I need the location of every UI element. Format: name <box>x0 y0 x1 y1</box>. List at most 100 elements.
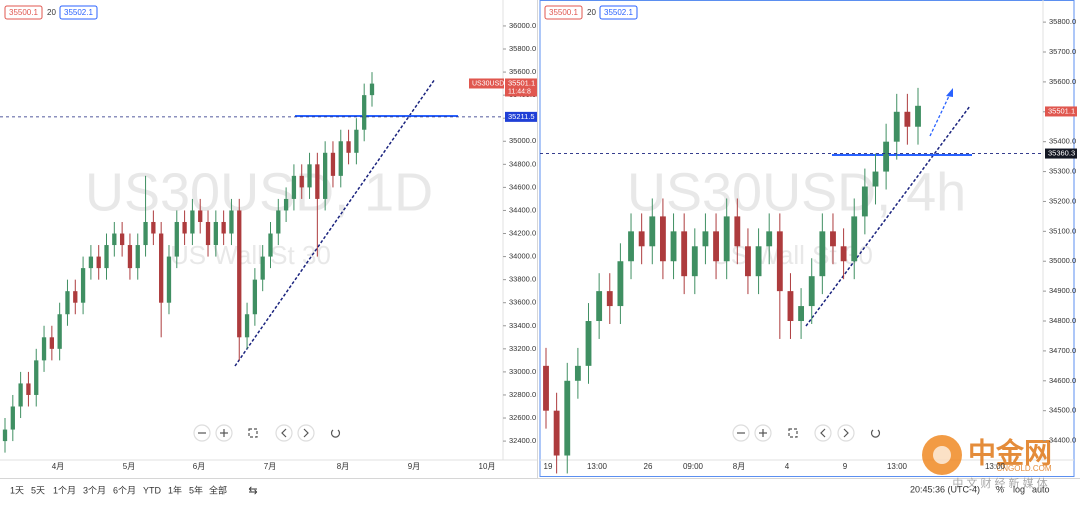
legend-value: 35500.1 <box>549 8 578 17</box>
candle-body <box>543 365 549 411</box>
timeframe-button[interactable]: 6个月 <box>113 485 136 495</box>
candle-body <box>299 175 304 188</box>
fit[interactable] <box>788 428 798 438</box>
scroll-right[interactable] <box>837 424 855 442</box>
trend-line <box>805 105 971 327</box>
scroll-left[interactable] <box>814 424 832 442</box>
timeframe-button[interactable]: 5天 <box>31 485 45 495</box>
candle-body <box>119 233 125 246</box>
candle-body <box>104 245 109 269</box>
symbol-label: US30USD <box>472 80 504 87</box>
candle-body <box>41 337 47 361</box>
countdown: 11:44:8 <box>508 88 531 95</box>
candle-body <box>702 231 709 247</box>
y-tick-label: 34600.0 <box>509 182 536 191</box>
candle-body <box>338 141 343 176</box>
candle-body <box>244 314 250 338</box>
timeframe-button[interactable]: 5年 <box>189 484 203 495</box>
candle-body <box>10 406 15 430</box>
candle-body <box>330 152 336 176</box>
reset[interactable] <box>870 429 881 438</box>
y-tick-label: 35000.0 <box>509 136 536 145</box>
candle-body <box>151 221 156 234</box>
right-panel-frame <box>539 0 1075 477</box>
candle-body <box>369 83 375 96</box>
candle-body <box>798 306 805 322</box>
candle-body <box>723 216 730 262</box>
candle-body <box>159 233 164 303</box>
x-tick-label: 6月 <box>193 462 205 471</box>
log-toggle[interactable]: log <box>1013 484 1025 494</box>
y-tick-label: 34200.0 <box>509 229 536 238</box>
timeframe-button[interactable]: 1个月 <box>53 485 76 495</box>
scroll-right[interactable] <box>297 424 315 442</box>
candle-body <box>135 245 140 269</box>
candle-body <box>283 198 289 211</box>
price-line-label: 35211.5 <box>508 112 535 121</box>
y-tick-label: 34400.0 <box>509 205 536 214</box>
zoom-in[interactable] <box>754 424 772 442</box>
candle-body <box>766 231 773 247</box>
timeframe-button[interactable]: 3个月 <box>83 485 106 495</box>
y-tick-label: 35600.0 <box>509 67 536 76</box>
candle-body <box>681 231 688 277</box>
timeframe-button[interactable]: YTD <box>143 485 162 495</box>
y-tick-label: 32600.0 <box>509 413 536 422</box>
timeframe-button[interactable]: 1年 <box>168 484 182 495</box>
x-tick-label: 13:00 <box>887 462 908 471</box>
zoom-out[interactable] <box>193 424 211 442</box>
zoom-in[interactable] <box>215 424 233 442</box>
price-line-tag <box>1045 148 1077 159</box>
logo-mark-inner <box>933 446 951 464</box>
x-tick-label: 7月 <box>264 462 276 471</box>
candle-body <box>638 231 645 247</box>
candle-body <box>346 141 351 153</box>
last-price-tag <box>1045 106 1077 117</box>
candle-body <box>904 111 911 127</box>
candle-body <box>229 210 234 234</box>
candle-body <box>776 231 783 292</box>
x-tick-label: 10月 <box>479 462 496 471</box>
y-tick-label: 33400.0 <box>509 321 536 330</box>
timeframe-button[interactable]: 全部 <box>209 484 227 495</box>
reset[interactable] <box>330 429 341 438</box>
logo-domain: CNGOLD.COM <box>996 464 1051 473</box>
price-line-tag <box>505 111 537 122</box>
candle-body <box>96 256 101 269</box>
candle-body <box>34 360 39 395</box>
timeframe-button[interactable]: 1天 <box>10 485 24 495</box>
y-tick-label: 32800.0 <box>509 390 536 399</box>
zoom-controls <box>193 424 881 442</box>
candle-body <box>88 256 94 269</box>
candle-body <box>276 210 281 234</box>
price-line-label: 35360.3 <box>1048 149 1075 158</box>
candle-body <box>213 221 218 246</box>
candle-body <box>2 429 8 442</box>
zoom-out[interactable] <box>732 424 750 442</box>
auto-toggle[interactable]: auto <box>1032 484 1050 494</box>
y-tick-label: 33600.0 <box>509 298 536 307</box>
fit[interactable] <box>248 428 258 438</box>
candle-body <box>268 233 273 257</box>
scroll-left[interactable] <box>275 424 293 442</box>
x-tick-label: 8月 <box>733 462 745 471</box>
x-tick-label: 19 <box>544 462 553 471</box>
candle-body <box>915 105 921 127</box>
percent-toggle[interactable]: % <box>996 484 1004 494</box>
legend-value: 35500.1 <box>9 8 38 17</box>
y-tick-label: 34800.0 <box>1049 316 1076 325</box>
compare-icon[interactable]: ⇆ <box>248 485 257 497</box>
legend-box <box>4 5 43 20</box>
candle-body <box>198 210 203 222</box>
arrow-head <box>946 88 953 97</box>
logo: 中金网 CNGOLD.COM 中 文 财 经 新 媒 体 <box>922 435 1052 490</box>
y-tick-label: 34000.0 <box>509 252 536 261</box>
candle-body <box>670 231 677 262</box>
candle-body <box>166 256 172 303</box>
y-tick-label: 35100.0 <box>1049 226 1076 235</box>
candle-body <box>237 210 242 338</box>
candle-body <box>80 268 86 303</box>
candle-body <box>291 175 297 199</box>
candle-body <box>73 291 78 303</box>
